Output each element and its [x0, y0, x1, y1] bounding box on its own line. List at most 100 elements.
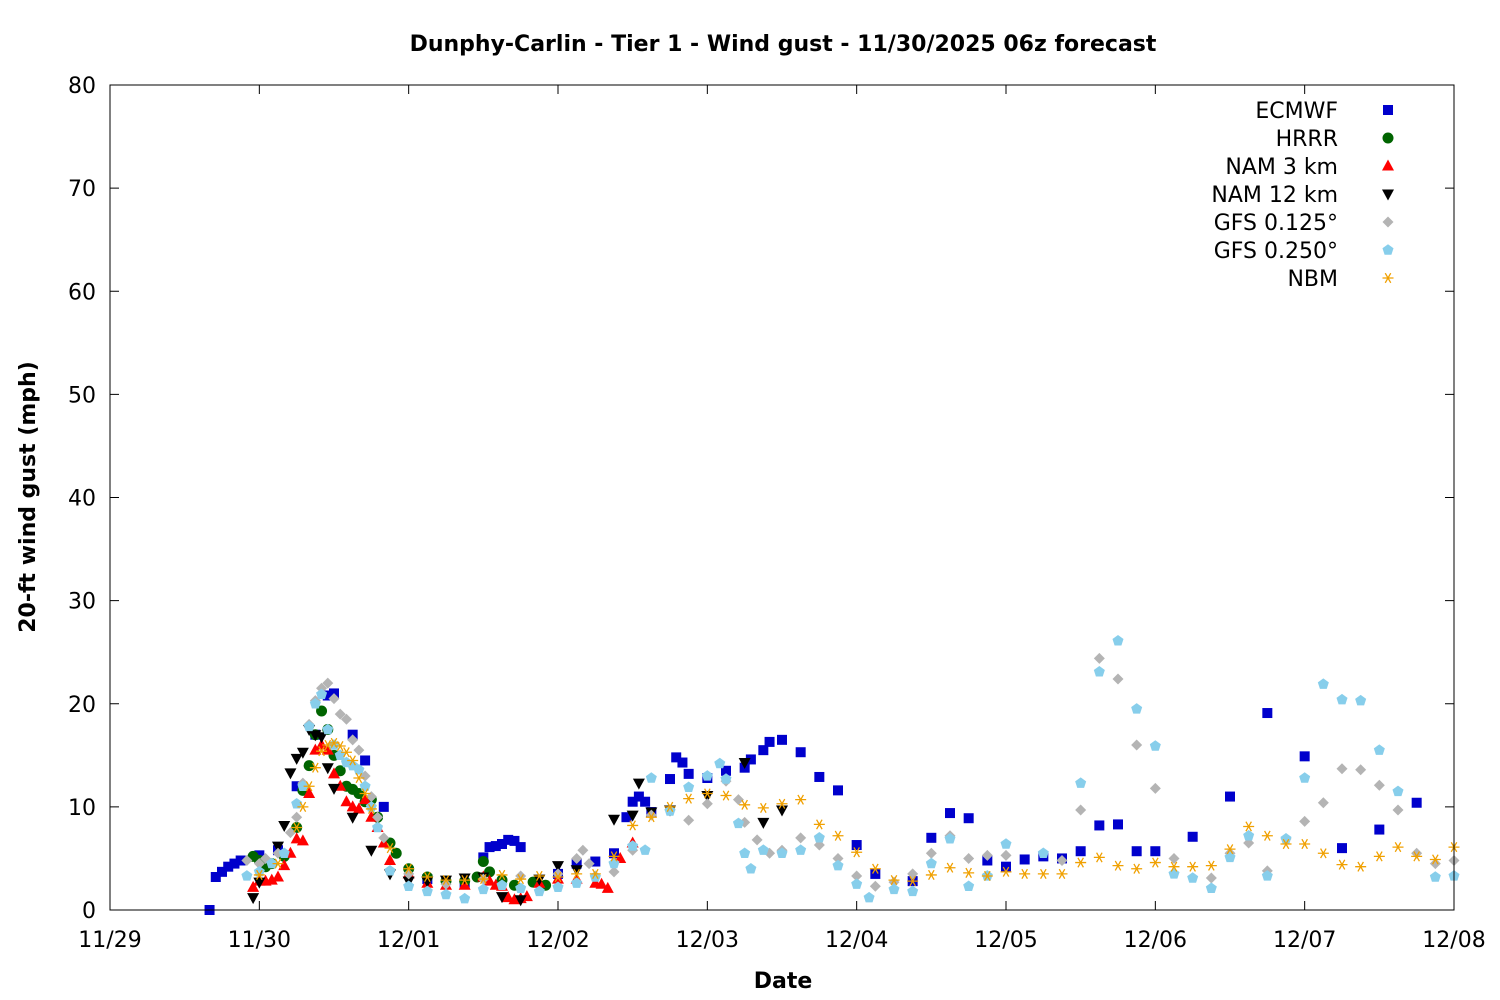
data-point	[1001, 861, 1011, 872]
data-point	[577, 844, 589, 856]
data-point	[757, 802, 769, 813]
data-point	[1075, 777, 1087, 788]
data-point	[372, 811, 384, 823]
data-point	[378, 832, 390, 844]
data-point	[739, 799, 751, 810]
data-point	[347, 755, 359, 766]
data-point	[384, 865, 396, 876]
data-point	[738, 758, 751, 770]
data-point	[863, 891, 875, 903]
y-tick-label: 70	[68, 177, 96, 202]
data-point	[223, 861, 234, 872]
data-point	[1205, 882, 1217, 894]
data-point	[1355, 861, 1367, 872]
axis-ticks: 11/29 11/30 12/01 12/02 12/03 12/04 12/05 12/06…	[68, 74, 1486, 953]
data-point	[229, 858, 240, 869]
x-tick-label: 12/03	[676, 928, 739, 953]
data-point	[683, 793, 695, 804]
x-tick-label: 12/08	[1422, 928, 1485, 953]
data-point	[309, 743, 322, 755]
data-point	[595, 877, 608, 889]
data-point	[303, 720, 315, 732]
data-point	[1224, 851, 1236, 863]
data-point	[701, 770, 713, 781]
y-axis-label: 20-ft wind gust (mph)	[16, 361, 41, 633]
data-point	[509, 835, 520, 846]
data-point	[284, 768, 297, 780]
data-point	[1224, 844, 1236, 855]
data-point	[813, 819, 825, 830]
data-point	[484, 842, 495, 853]
data-point	[776, 847, 788, 858]
data-point	[633, 791, 644, 802]
data-point	[1075, 857, 1087, 868]
data-point	[757, 844, 769, 855]
y-tick-label: 10	[68, 796, 96, 821]
data-point	[253, 877, 266, 889]
data-point	[1336, 693, 1348, 705]
data-point	[272, 870, 284, 882]
data-point	[671, 752, 682, 763]
legend-marker	[1382, 216, 1394, 228]
data-point	[683, 781, 695, 792]
data-point	[732, 794, 744, 806]
data-point	[851, 878, 863, 889]
data-point	[378, 801, 389, 812]
x-tick-label: 12/05	[974, 928, 1037, 953]
data-point	[1112, 860, 1124, 871]
data-point	[925, 869, 937, 881]
data-point	[390, 847, 402, 859]
data-point	[297, 780, 309, 791]
data-point	[944, 862, 956, 873]
data-point	[701, 798, 713, 810]
data-point	[745, 754, 756, 765]
data-point	[640, 796, 651, 807]
data-point	[1205, 860, 1217, 871]
data-point	[888, 876, 900, 888]
data-point	[1373, 744, 1385, 755]
data-point	[210, 872, 221, 882]
data-point	[720, 790, 732, 801]
data-point	[334, 708, 346, 720]
data-point	[570, 865, 583, 877]
x-tick-label: 12/04	[825, 928, 888, 953]
data-point	[421, 885, 433, 897]
data-point	[639, 844, 651, 855]
data-point	[1317, 848, 1329, 859]
data-point	[645, 812, 657, 823]
data-point	[888, 883, 900, 895]
series-gfs-0-250-	[241, 635, 1460, 904]
data-point	[552, 881, 564, 892]
data-point	[247, 893, 260, 905]
data-point	[515, 842, 526, 853]
data-point	[571, 868, 583, 879]
x-tick-label: 11/29	[78, 928, 141, 953]
data-point	[552, 871, 564, 883]
data-point	[608, 851, 620, 862]
x-tick-label: 12/02	[526, 928, 589, 953]
data-point	[1168, 852, 1180, 864]
data-point	[870, 868, 881, 879]
data-point	[925, 857, 937, 869]
data-point	[515, 873, 527, 885]
data-point	[851, 847, 863, 858]
data-point	[683, 768, 694, 779]
data-point	[963, 867, 975, 878]
data-point	[608, 814, 620, 826]
y-tick-label: 50	[68, 383, 96, 408]
x-tick-label: 12/06	[1124, 928, 1187, 953]
data-point	[353, 744, 365, 756]
data-point	[869, 863, 881, 874]
y-tick-label: 80	[68, 74, 96, 99]
data-point	[346, 812, 359, 824]
data-point	[440, 875, 452, 886]
legend-marker	[1382, 159, 1394, 171]
data-point	[340, 713, 352, 725]
data-point	[1392, 785, 1404, 797]
data-point	[1113, 819, 1123, 830]
data-point	[291, 781, 302, 792]
data-point	[1392, 842, 1404, 853]
data-point	[664, 801, 676, 812]
data-point	[701, 788, 713, 799]
data-point	[1355, 764, 1367, 776]
